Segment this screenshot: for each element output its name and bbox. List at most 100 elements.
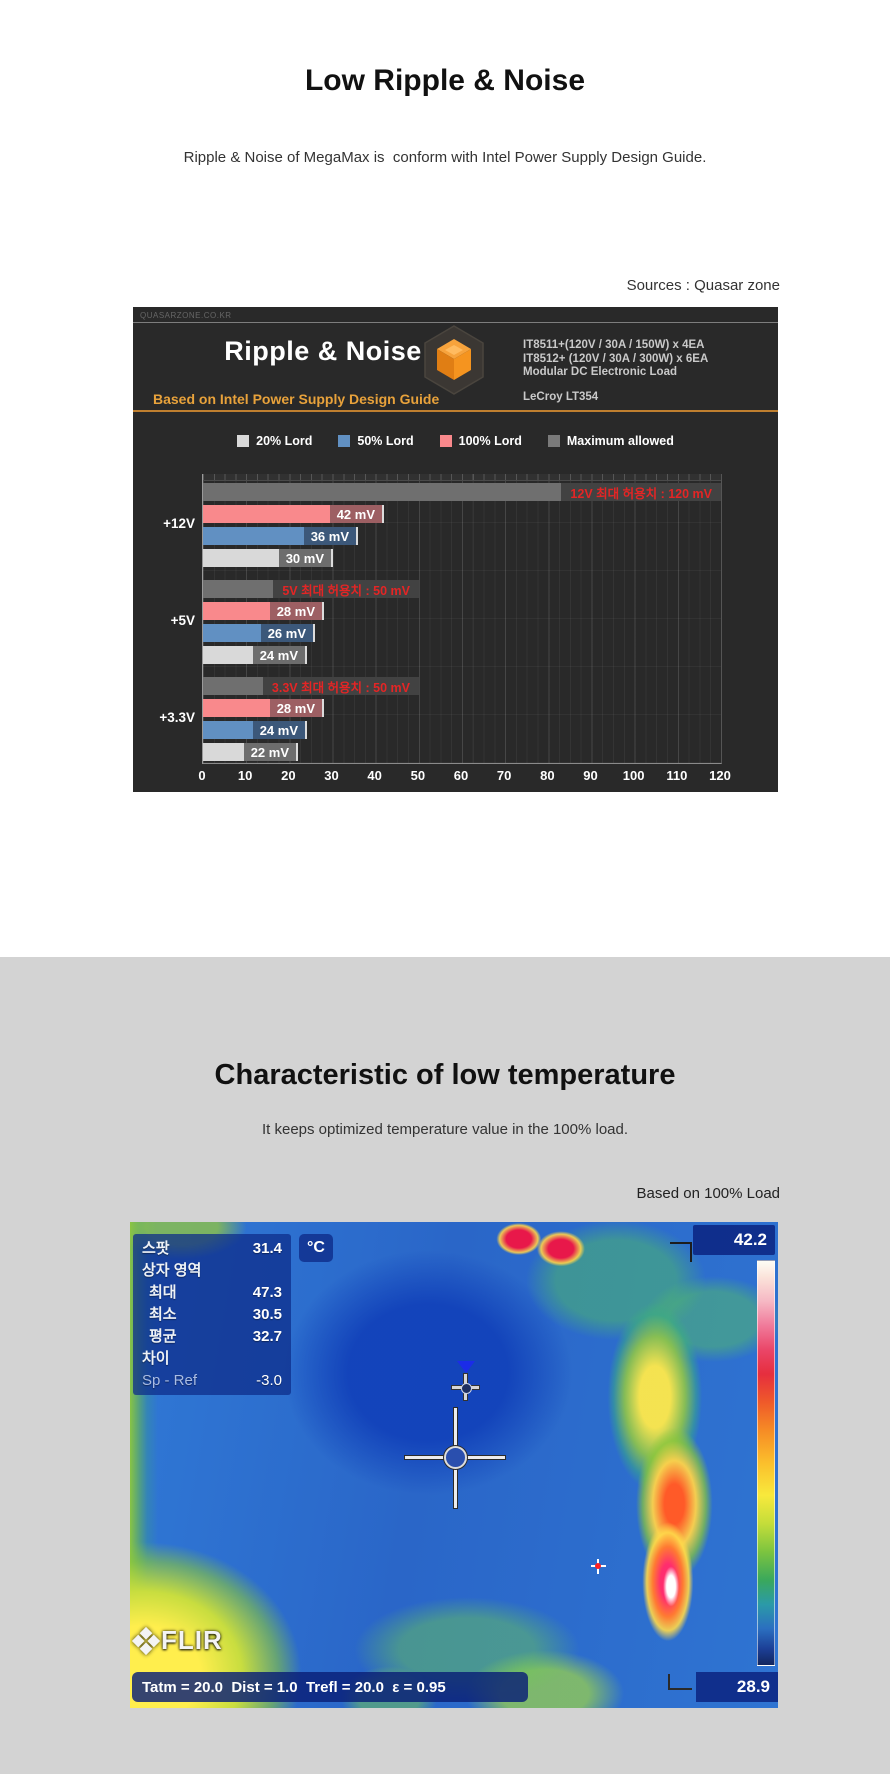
flir-logo: FLIR bbox=[131, 1625, 223, 1656]
readout-label: 최소 bbox=[149, 1306, 177, 1323]
bar-label: 3.3V 최대 허용치 : 50 mV bbox=[262, 677, 419, 695]
scope-label: LeCroy LT354 bbox=[523, 391, 599, 403]
x-axis-tick: 120 bbox=[709, 768, 731, 783]
equipment-list: IT8511+(120V / 30A / 150W) x 4EA IT8512+ … bbox=[523, 339, 708, 380]
readout-row: 평균 32.7 bbox=[133, 1326, 291, 1348]
temperature-colorbar bbox=[757, 1260, 775, 1666]
equipment-line: IT8511+(120V / 30A / 150W) x 4EA bbox=[523, 339, 705, 351]
chart-subtitle: Based on Intel Power Supply Design Guide bbox=[153, 391, 440, 407]
x-axis-tick: 90 bbox=[583, 768, 598, 783]
spot-triangle-icon bbox=[457, 1361, 475, 1373]
readout-value: 32.7 bbox=[252, 1328, 282, 1345]
legend-swatch-icon bbox=[547, 435, 560, 447]
legend-item: 100% Lord bbox=[439, 434, 522, 448]
scale-min-value: 28.9 bbox=[696, 1672, 778, 1702]
readout-row: 스팟 31.4 bbox=[133, 1238, 291, 1260]
section2-subtitle: It keeps optimized temperature value in … bbox=[261, 1121, 629, 1138]
bar-group: 3.3V 최대 허용치 : 50 mV 28 mV 24 mV 22 mV bbox=[203, 677, 778, 765]
divider bbox=[133, 410, 778, 412]
readout-row: 최소 30.5 bbox=[133, 1304, 291, 1326]
readout-value: -3.0 bbox=[256, 1372, 282, 1389]
x-axis-tick: 50 bbox=[410, 768, 426, 783]
legend-item: 20% Lord bbox=[237, 434, 312, 448]
bar-label: 5V 최대 허용치 : 50 mV bbox=[273, 580, 419, 598]
bar: 3.3V 최대 허용치 : 50 mV bbox=[203, 677, 419, 695]
bar-label: 24 mV bbox=[252, 721, 307, 739]
readout-label: 최대 bbox=[149, 1284, 177, 1301]
legend-label: 20% Lord bbox=[256, 434, 313, 448]
readout-row: 차이 bbox=[133, 1348, 291, 1370]
chart-title: Ripple & Noise bbox=[224, 336, 422, 366]
x-axis-tick: 70 bbox=[496, 768, 512, 783]
watermark: QUASARZONE.CO.KR bbox=[133, 307, 778, 323]
category-label: +12V bbox=[163, 516, 195, 531]
bar-label: 28 mV bbox=[269, 602, 324, 620]
readout-row: Sp - Ref -3.0 bbox=[133, 1370, 291, 1392]
bar-label: 28 mV bbox=[269, 699, 324, 717]
ripple-noise-chart: QUASARZONE.CO.KR Ripple & Noise Based on… bbox=[133, 307, 778, 792]
tick-strip bbox=[203, 474, 721, 481]
corner-bracket-top-icon bbox=[670, 1242, 692, 1262]
readout-label: 평균 bbox=[149, 1328, 177, 1345]
x-axis-tick: 20 bbox=[281, 768, 296, 783]
bar-label: 24 mV bbox=[252, 646, 307, 664]
bar-label: 36 mV bbox=[303, 527, 358, 545]
category-label: +5V bbox=[170, 613, 195, 628]
spot-marker-center-icon bbox=[461, 1383, 472, 1394]
bar-label: 22 mV bbox=[243, 743, 298, 761]
legend-swatch-icon bbox=[237, 435, 250, 447]
legend-label: 100% Lord bbox=[458, 434, 522, 448]
unit-badge: °C bbox=[299, 1234, 333, 1262]
section1-title: Low Ripple & Noise bbox=[304, 64, 586, 97]
readout-row: 상자 영역 bbox=[133, 1260, 291, 1282]
bar: 26 mV bbox=[203, 624, 315, 642]
readout-label: 차이 bbox=[142, 1350, 170, 1367]
flir-diamond-icon bbox=[131, 1626, 161, 1655]
bar: 22 mV bbox=[203, 743, 298, 761]
readout-value: 31.4 bbox=[252, 1240, 282, 1257]
section2-title: Characteristic of low temperature bbox=[214, 1059, 676, 1091]
readout-label: 스팟 bbox=[142, 1240, 170, 1257]
bar-label: 42 mV bbox=[329, 505, 384, 523]
legend-swatch-icon bbox=[439, 435, 452, 447]
bar: 5V 최대 허용치 : 50 mV bbox=[203, 580, 419, 598]
bar: 12V 최대 허용치 : 120 mV bbox=[203, 483, 721, 501]
bar: 30 mV bbox=[203, 549, 333, 567]
bar: 42 mV bbox=[203, 505, 384, 523]
low-temp-section: Characteristic of low temperature It kee… bbox=[0, 957, 890, 1774]
bar-label: 26 mV bbox=[260, 624, 315, 642]
measurement-parameters-bar: Tatm = 20.0 Dist = 1.0 Trefl = 20.0 ε = … bbox=[132, 1672, 528, 1702]
bar-label: 12V 최대 허용치 : 120 mV bbox=[561, 483, 721, 501]
crosshair-center-icon bbox=[444, 1446, 467, 1469]
category-label: +3.3V bbox=[159, 710, 195, 725]
bar: 28 mV bbox=[203, 602, 324, 620]
x-axis-tick: 10 bbox=[237, 768, 253, 783]
x-axis-tick: 30 bbox=[324, 768, 339, 783]
legend-label: 50% Lord bbox=[357, 434, 414, 448]
readout-label: Sp - Ref bbox=[142, 1372, 198, 1389]
source-note: Sources : Quasar zone bbox=[626, 277, 780, 294]
x-axis-tick: 100 bbox=[622, 768, 645, 783]
equipment-line: IT8512+ (120V / 30A / 300W) x 6EA bbox=[523, 352, 709, 365]
legend-label: Maximum allowed bbox=[566, 434, 674, 448]
hot-spot-marker-center-icon bbox=[595, 1563, 601, 1569]
section1-subtitle: Ripple & Noise of MegaMax is conform wit… bbox=[183, 149, 707, 166]
readout-value: 30.5 bbox=[252, 1306, 282, 1323]
legend-item: 50% Lord bbox=[338, 434, 414, 448]
chart-legend: 20% Lord 50% Lord 100% Lord Maximum allowed bbox=[133, 434, 778, 448]
bar: 28 mV bbox=[203, 699, 324, 717]
bar: 36 mV bbox=[203, 527, 358, 545]
legend-swatch-icon bbox=[338, 435, 351, 447]
equipment-line: Modular DC Electronic Load bbox=[523, 366, 677, 378]
corner-bracket-bottom-icon bbox=[668, 1674, 692, 1690]
cube-logo-icon bbox=[421, 325, 487, 395]
legend-item: Maximum allowed bbox=[547, 434, 674, 448]
bar-group: 12V 최대 허용치 : 120 mV 42 mV 36 mV 30 mV bbox=[203, 483, 778, 571]
bar-group: 5V 최대 허용치 : 50 mV 28 mV 26 mV 24 mV bbox=[203, 580, 778, 668]
readout-label: 상자 영역 bbox=[142, 1262, 202, 1279]
readout-row: 최대 47.3 bbox=[133, 1282, 291, 1304]
x-axis-tick: 80 bbox=[540, 768, 555, 783]
